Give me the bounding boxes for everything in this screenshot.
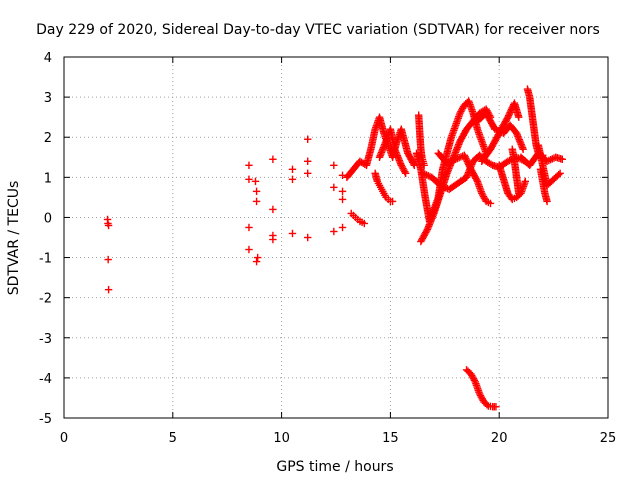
y-tick-label: 3 <box>44 91 52 106</box>
x-tick-label: 0 <box>60 431 68 446</box>
data-point <box>252 197 261 206</box>
y-tick-label: -2 <box>39 292 52 307</box>
data-point <box>304 169 312 178</box>
chart-title: Day 229 of 2020, Sidereal Day-to-day VTE… <box>36 22 600 38</box>
x-tick-label: 5 <box>169 431 177 446</box>
grid-lines <box>64 57 608 418</box>
data-point <box>410 161 419 170</box>
data-point <box>338 223 347 232</box>
data-point <box>252 187 261 196</box>
y-tick-label: 2 <box>44 131 52 146</box>
data-point <box>558 155 567 163</box>
data-points <box>103 85 567 411</box>
data-point <box>338 187 347 196</box>
data-point <box>245 175 253 184</box>
data-point <box>269 205 277 214</box>
x-tick-label: 15 <box>382 431 399 446</box>
plot-frame <box>63 56 609 419</box>
data-point <box>288 165 297 174</box>
data-point <box>269 155 277 163</box>
data-point <box>360 219 368 228</box>
data-point <box>521 177 530 186</box>
x-tick-label: 10 <box>273 431 290 446</box>
y-tick-label: -4 <box>39 372 52 387</box>
data-point <box>401 169 410 178</box>
data-point <box>338 195 347 204</box>
y-tick-label: 0 <box>44 211 52 226</box>
y-tick-label: 4 <box>44 51 52 66</box>
data-point <box>304 233 312 242</box>
data-point <box>556 169 564 178</box>
data-point <box>543 197 551 206</box>
data-point <box>304 135 312 143</box>
y-tick-label: 1 <box>44 171 52 186</box>
data-point <box>519 145 527 153</box>
data-point <box>486 199 495 208</box>
data-point <box>288 175 297 184</box>
data-point <box>492 403 500 411</box>
y-tick-label: -5 <box>39 412 52 427</box>
data-point <box>245 161 253 170</box>
data-point <box>288 229 297 238</box>
data-point <box>330 161 338 170</box>
data-point <box>253 253 262 262</box>
data-point <box>104 255 112 264</box>
data-point <box>330 183 338 192</box>
x-axis-label: GPS time / hours <box>276 459 393 475</box>
axis-ticks: 0 5 10 15 20 25 -5 -4 -3 -2 -1 0 1 2 3 4 <box>39 51 616 446</box>
data-point <box>251 177 260 186</box>
x-tick-label: 20 <box>491 431 508 446</box>
y-tick-label: -3 <box>39 332 52 347</box>
data-point <box>269 235 277 244</box>
data-point <box>252 257 261 266</box>
data-point <box>245 223 253 232</box>
data-point <box>104 285 113 294</box>
data-point <box>515 189 523 198</box>
y-axis-label: SDTVAR / TECUs <box>6 181 22 296</box>
y-tick-label: -1 <box>39 252 52 267</box>
x-tick-label: 25 <box>600 431 617 446</box>
data-point <box>104 221 113 230</box>
data-point <box>330 227 338 236</box>
data-point <box>388 197 397 206</box>
data-point <box>515 113 523 121</box>
data-point <box>304 157 312 165</box>
data-point <box>245 245 253 254</box>
